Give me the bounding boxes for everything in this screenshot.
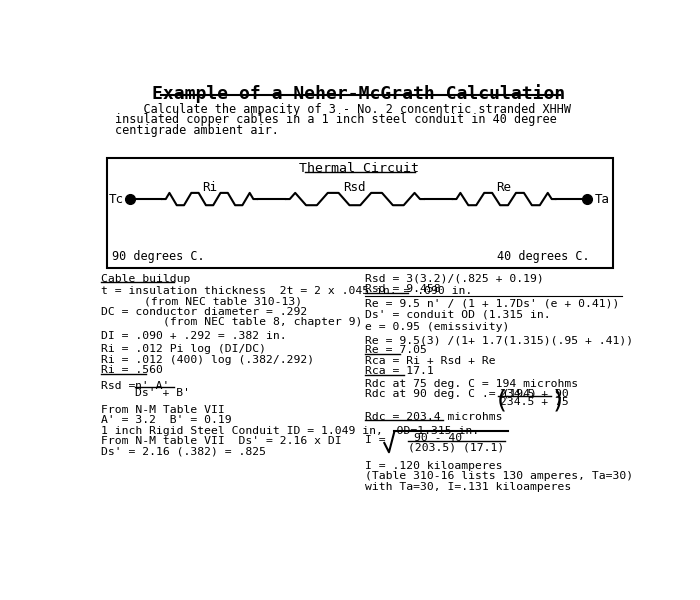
Text: From N-M Table VII: From N-M Table VII <box>102 405 225 415</box>
Text: Ds' = 2.16 (.382) = .825: Ds' = 2.16 (.382) = .825 <box>102 446 267 456</box>
Text: Calculate the ampacity of 3 - No. 2 concentric stranded XHHW: Calculate the ampacity of 3 - No. 2 conc… <box>115 103 570 116</box>
Text: Ri = .012 (400) log (.382/.292): Ri = .012 (400) log (.382/.292) <box>102 355 314 365</box>
Text: Tc: Tc <box>109 193 124 206</box>
Text: A' = 3.2  B' = 0.19: A' = 3.2 B' = 0.19 <box>102 415 232 425</box>
Text: Rsd = 9.458: Rsd = 9.458 <box>365 284 440 294</box>
Text: Cable buildup: Cable buildup <box>102 274 191 284</box>
Text: (from NEC table 310-13): (from NEC table 310-13) <box>144 296 302 307</box>
Text: Ta: Ta <box>595 193 610 206</box>
Text: Rca = Ri + Rsd + Re: Rca = Ri + Rsd + Re <box>365 356 496 366</box>
Text: 234.5 + 90: 234.5 + 90 <box>500 389 568 399</box>
Text: Rdc at 75 deg. C = 194 microhms: Rdc at 75 deg. C = 194 microhms <box>365 379 578 389</box>
Text: DC = conductor diameter = .292: DC = conductor diameter = .292 <box>102 307 308 317</box>
Text: I = .120 kiloamperes: I = .120 kiloamperes <box>365 461 503 471</box>
Text: centigrade ambient air.: centigrade ambient air. <box>115 124 279 137</box>
Text: Re = 9.5(3) /(1+ 1.7(1.315)(.95 + .41)): Re = 9.5(3) /(1+ 1.7(1.315)(.95 + .41)) <box>365 335 633 345</box>
Text: (: ( <box>494 388 509 412</box>
Text: 234.5 + 75: 234.5 + 75 <box>500 397 568 407</box>
Text: 1 inch Rigid Steel Conduit ID = 1.049 in,  OD=1.315 in.: 1 inch Rigid Steel Conduit ID = 1.049 in… <box>102 425 480 436</box>
Text: with Ta=30, I=.131 kiloamperes: with Ta=30, I=.131 kiloamperes <box>365 482 571 491</box>
Text: Ds' = conduit OD (1.315 in.: Ds' = conduit OD (1.315 in. <box>365 309 551 319</box>
Text: Rsd =: Rsd = <box>102 381 143 391</box>
Text: (Table 310-16 lists 130 amperes, Ta=30): (Table 310-16 lists 130 amperes, Ta=30) <box>365 471 633 481</box>
Text: t = insulation thickness  2t = 2 x .045 in. = .090 in.: t = insulation thickness 2t = 2 x .045 i… <box>102 286 472 296</box>
Text: Rdc = 203.4 microhms: Rdc = 203.4 microhms <box>365 412 503 422</box>
Text: Example of a Neher-McGrath Calculation: Example of a Neher-McGrath Calculation <box>152 83 566 103</box>
Text: insulated copper cables in a 1 inch steel conduit in 40 degree: insulated copper cables in a 1 inch stee… <box>115 113 556 126</box>
Text: Rsd: Rsd <box>344 181 366 194</box>
Text: I =: I = <box>365 435 386 445</box>
Text: Re: Re <box>496 181 511 194</box>
Text: e = 0.95 (emissivity): e = 0.95 (emissivity) <box>365 322 510 332</box>
Text: Rdc at 90 deg. C .= (194): Rdc at 90 deg. C .= (194) <box>365 389 537 399</box>
Text: (from NEC table 8, chapter 9): (from NEC table 8, chapter 9) <box>163 317 363 328</box>
Text: Re = 7.05: Re = 7.05 <box>365 346 427 355</box>
Text: n' A': n' A' <box>135 381 169 391</box>
Text: Ri = .560: Ri = .560 <box>102 365 163 375</box>
Text: DI = .090 + .292 = .382 in.: DI = .090 + .292 = .382 in. <box>102 331 287 341</box>
Text: 90 degrees C.: 90 degrees C. <box>112 250 205 263</box>
Text: Re = 9.5 n' / (1 + 1.7Ds' (e + 0.41)): Re = 9.5 n' / (1 + 1.7Ds' (e + 0.41)) <box>365 299 620 308</box>
Text: Ri: Ri <box>202 181 217 194</box>
Bar <box>107 158 613 268</box>
Text: Rsd = 3(3.2)/(.825 + 0.19): Rsd = 3(3.2)/(.825 + 0.19) <box>365 274 544 284</box>
Text: Rca = 17.1: Rca = 17.1 <box>365 366 434 376</box>
Text: (203.5) (17.1): (203.5) (17.1) <box>407 442 504 452</box>
Text: 90 - 40: 90 - 40 <box>414 433 462 443</box>
Text: From N-M table VII  Ds' = 2.16 x DI: From N-M table VII Ds' = 2.16 x DI <box>102 436 342 446</box>
Text: Ds' + B': Ds' + B' <box>135 388 190 398</box>
Text: 40 degrees C.: 40 degrees C. <box>497 250 589 263</box>
Text: Thermal Circuit: Thermal Circuit <box>299 162 419 175</box>
Text: Ri = .012 Pi log (DI/DC): Ri = .012 Pi log (DI/DC) <box>102 344 267 355</box>
Text: ): ) <box>551 388 566 412</box>
